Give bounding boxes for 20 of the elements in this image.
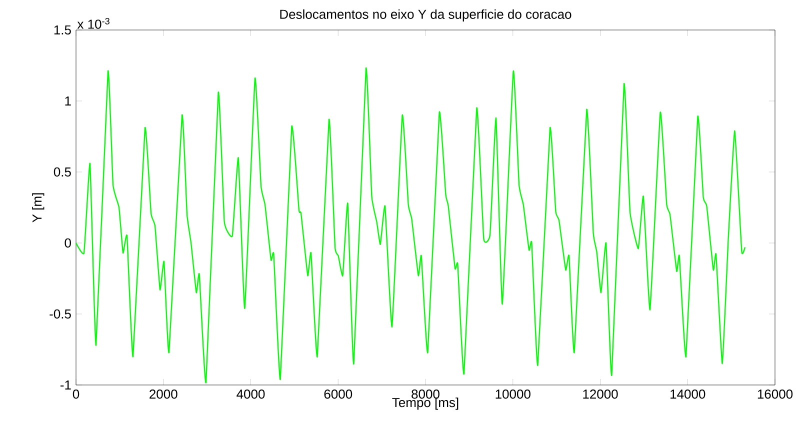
x-tick-label: 6000 bbox=[324, 390, 352, 399]
x-tick-label: 8000 bbox=[412, 390, 440, 399]
y-tick-label: 1 bbox=[65, 96, 71, 106]
line-series bbox=[75, 68, 746, 383]
y-tick-label: 1.5 bbox=[54, 25, 71, 35]
text: x 10$^{-3}$ bbox=[77, 18, 110, 29]
y-axis-title: Y [m] bbox=[32, 193, 44, 222]
x-tick-label: 2000 bbox=[150, 390, 178, 399]
y-tick-label: 0 bbox=[64, 238, 71, 248]
x-axis-title: Tempo [ms] bbox=[392, 398, 458, 410]
y-tick-label: -0.5 bbox=[50, 309, 71, 319]
x-tick-label: 14000 bbox=[670, 390, 706, 399]
x-tick-label: 10000 bbox=[496, 390, 530, 399]
y-tick-label: 0.5 bbox=[54, 167, 71, 177]
x-tick-label: 4000 bbox=[236, 390, 265, 399]
chart-title: Deslocamentos no eixo Y da superficie do coracao bbox=[280, 9, 572, 22]
x-tick-label: 16000 bbox=[758, 390, 793, 399]
y-tick-label: -1 bbox=[60, 380, 71, 390]
x-tick-label: 12000 bbox=[583, 390, 618, 399]
x-tick-label: 0 bbox=[72, 390, 80, 399]
